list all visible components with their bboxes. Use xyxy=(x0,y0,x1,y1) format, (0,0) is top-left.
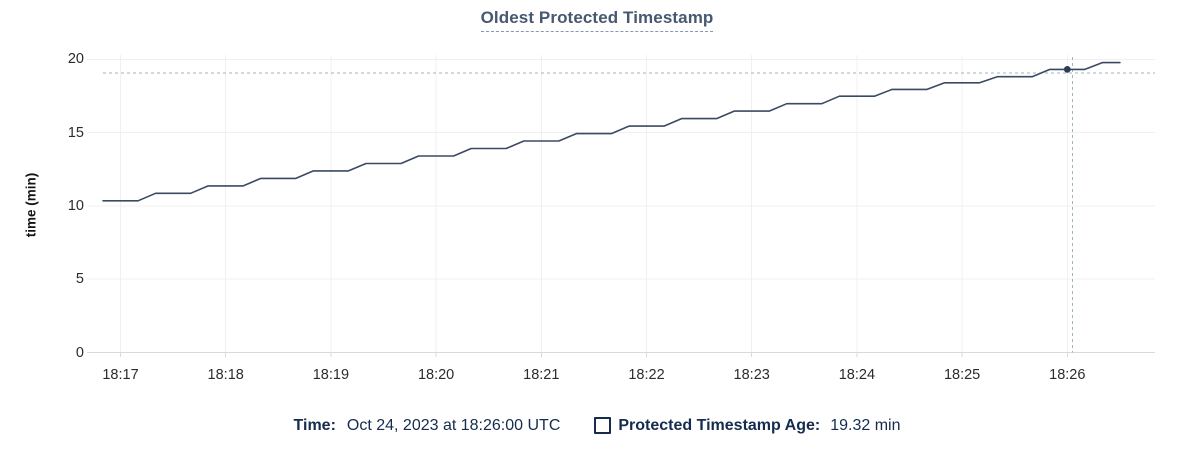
x-tick-label: 18:18 xyxy=(207,367,244,383)
series-toggle-checkbox[interactable] xyxy=(594,417,612,434)
chart-title[interactable]: Oldest Protected Timestamp xyxy=(480,8,714,32)
y-tick-label: 5 xyxy=(75,271,84,288)
y-tick-label: 20 xyxy=(67,51,84,68)
x-tick-label: 18:23 xyxy=(733,367,770,383)
x-tick-label: 18:22 xyxy=(628,367,665,383)
y-tick-label: 10 xyxy=(67,197,84,214)
legend-time-label: Time: xyxy=(293,417,336,434)
legend-series-value: 19.32 min xyxy=(830,417,901,434)
y-tick-label: 0 xyxy=(75,344,84,361)
hover-point-dot xyxy=(1063,66,1071,73)
x-tick-label: 18:21 xyxy=(523,367,560,383)
chart-legend: Time: Oct 24, 2023 at 18:26:00 UTC Prote… xyxy=(0,416,1194,435)
x-tick-label: 18:17 xyxy=(102,367,139,383)
series-line xyxy=(102,61,1121,202)
x-tick-label: 18:26 xyxy=(1049,367,1086,383)
legend-series-label[interactable]: Protected Timestamp Age: xyxy=(618,417,821,434)
chart-title-row: Oldest Protected Timestamp xyxy=(0,8,1194,32)
y-tick-label: 15 xyxy=(67,124,84,141)
x-tick-label: 18:24 xyxy=(838,367,876,383)
x-tick-label: 18:20 xyxy=(417,367,455,383)
plot-area[interactable] xyxy=(87,45,1155,357)
x-tick-label: 18:25 xyxy=(943,367,981,383)
legend-time-value: Oct 24, 2023 at 18:26:00 UTC xyxy=(346,417,561,434)
x-tick-label: 18:19 xyxy=(312,367,350,383)
